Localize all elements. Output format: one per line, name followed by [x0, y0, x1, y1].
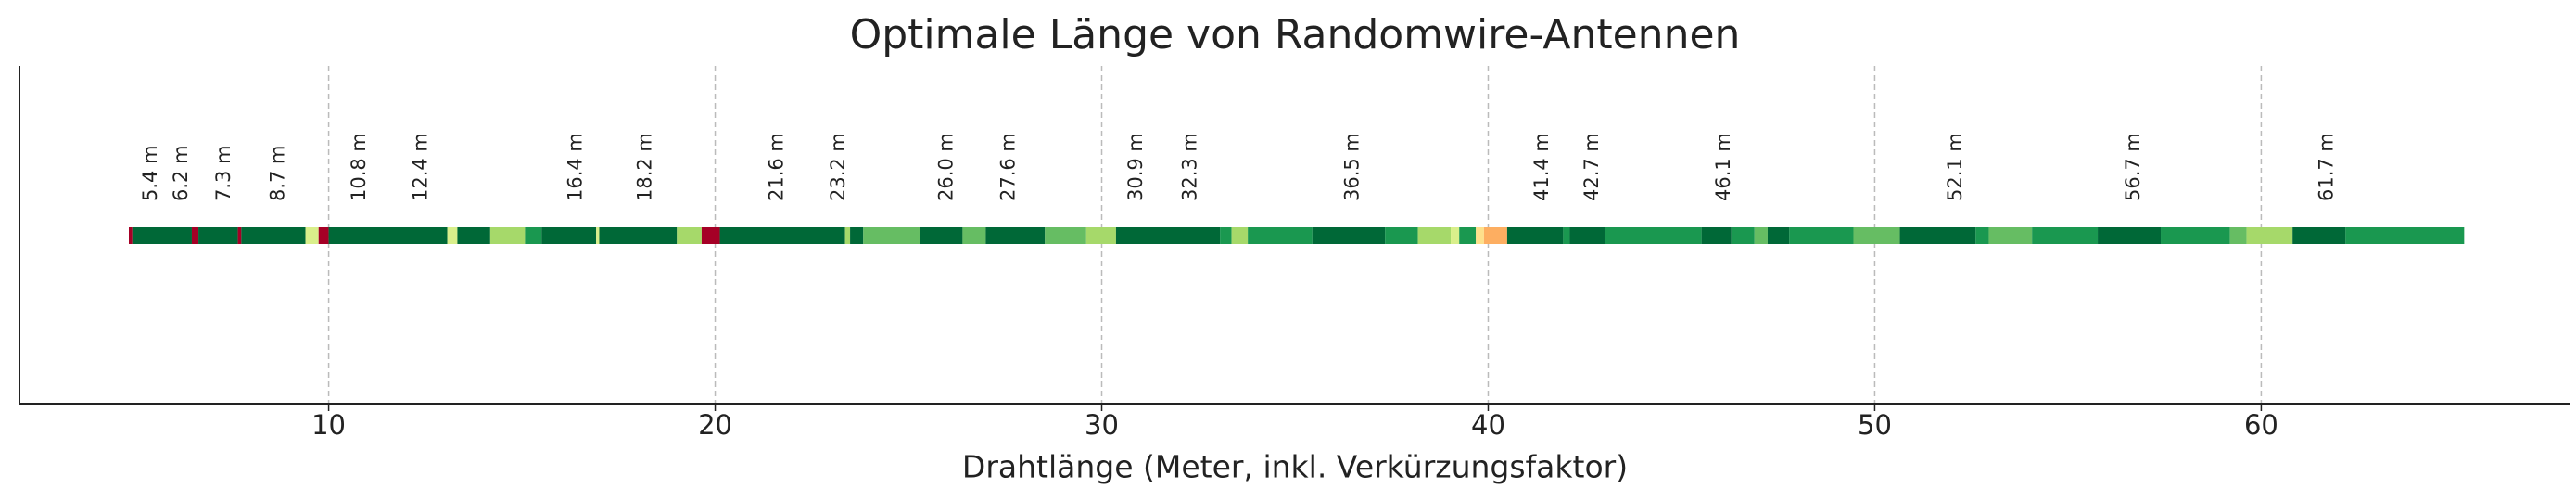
strip-segment: [305, 227, 319, 244]
strip-segment: [596, 227, 600, 244]
strip-segment: [2292, 227, 2346, 244]
strip-segment: [701, 227, 720, 244]
x-tick-label: 20: [698, 409, 732, 441]
annotation: 52.1 m: [1944, 133, 1966, 201]
strip-segment: [1483, 227, 1507, 244]
strip-segment: [328, 227, 448, 244]
strip-segment: [1789, 227, 1854, 244]
x-axis-label: Drahtlänge (Meter, inkl. Verkürzungsfakt…: [962, 449, 1628, 485]
strip-segment: [719, 227, 845, 244]
strip-segment: [2161, 227, 2230, 244]
chart-title: Optimale Länge von Randomwire-Antennen: [850, 11, 1741, 58]
strip-segment: [1754, 227, 1768, 244]
strip-segment: [1248, 227, 1313, 244]
strip-segment: [1417, 227, 1452, 244]
x-tick-label: 60: [2244, 409, 2278, 441]
strip-segment: [318, 227, 329, 244]
annotation: 36.5 m: [1341, 133, 1364, 201]
annotation: 12.4 m: [410, 133, 432, 201]
strip-segment: [677, 227, 702, 244]
strip-segment: [1569, 227, 1605, 244]
annotation: 8.7 m: [266, 145, 288, 201]
annotation: 10.8 m: [348, 133, 370, 201]
strip-segment: [1506, 227, 1564, 244]
strip-segment: [2246, 227, 2293, 244]
strip-segment: [1312, 227, 1386, 244]
x-tick-label: 40: [1471, 409, 1505, 441]
annotation: 18.2 m: [633, 133, 655, 201]
x-tick-label: 30: [1085, 409, 1119, 441]
strip-segment: [1115, 227, 1221, 244]
strip-segment: [2345, 227, 2465, 244]
strip-segment: [1220, 227, 1232, 244]
strip-segment: [447, 227, 458, 244]
annotation: 30.9 m: [1124, 133, 1147, 201]
strip-segment: [850, 227, 864, 244]
strip-segment: [1451, 227, 1460, 244]
strip-segment: [1767, 227, 1790, 244]
annotation: 61.7 m: [2315, 133, 2337, 201]
annotation: 32.3 m: [1178, 133, 1200, 201]
strip-segment: [241, 227, 306, 244]
x-tick-label: 50: [1858, 409, 1892, 441]
strip-segment: [844, 227, 851, 244]
strip-segment: [129, 227, 133, 244]
strip-segment: [1975, 227, 1989, 244]
strip-segment: [863, 227, 920, 244]
strip-segment: [1604, 227, 1702, 244]
strip-segment: [599, 227, 678, 244]
annotation: 56.7 m: [2122, 133, 2144, 201]
annotation: 27.6 m: [996, 133, 1019, 201]
strip-segment: [1988, 227, 2033, 244]
strip-segment: [2098, 227, 2162, 244]
strip-segment: [237, 227, 242, 244]
strip-segment: [132, 227, 192, 244]
strip-segment: [198, 227, 238, 244]
annotation: 7.3 m: [212, 145, 235, 201]
strip-segment: [920, 227, 963, 244]
strip-segment: [1385, 227, 1418, 244]
strip-segment: [1701, 227, 1732, 244]
strip-segment: [525, 227, 542, 244]
x-tick-label: 10: [311, 409, 346, 441]
strip-segment: [1459, 227, 1477, 244]
strip-segment: [1731, 227, 1755, 244]
annotation: 23.2 m: [827, 133, 849, 201]
strip-segment: [2229, 227, 2247, 244]
annotation: 26.0 m: [935, 133, 958, 201]
annotation: 16.4 m: [564, 133, 586, 201]
strip-segment: [962, 227, 986, 244]
strip-segment: [489, 227, 526, 244]
annotation: 21.6 m: [765, 133, 787, 201]
annotation: 5.4 m: [139, 145, 161, 201]
annotation: 42.7 m: [1580, 133, 1603, 201]
strip-segment: [1853, 227, 1900, 244]
strip-segment: [1476, 227, 1484, 244]
strip-segment: [541, 227, 597, 244]
strip-segment: [1045, 227, 1086, 244]
strip-segment: [1085, 227, 1116, 244]
strip-segment: [1231, 227, 1249, 244]
strip-segment: [1899, 227, 1976, 244]
strip-segment: [191, 227, 199, 244]
annotation: 46.1 m: [1712, 133, 1734, 201]
strip-segment: [2032, 227, 2099, 244]
strip-segment: [985, 227, 1046, 244]
annotation: 41.4 m: [1530, 133, 1553, 201]
strip-segment: [457, 227, 490, 244]
strip-segment: [1563, 227, 1570, 244]
annotation: 6.2 m: [170, 145, 192, 201]
